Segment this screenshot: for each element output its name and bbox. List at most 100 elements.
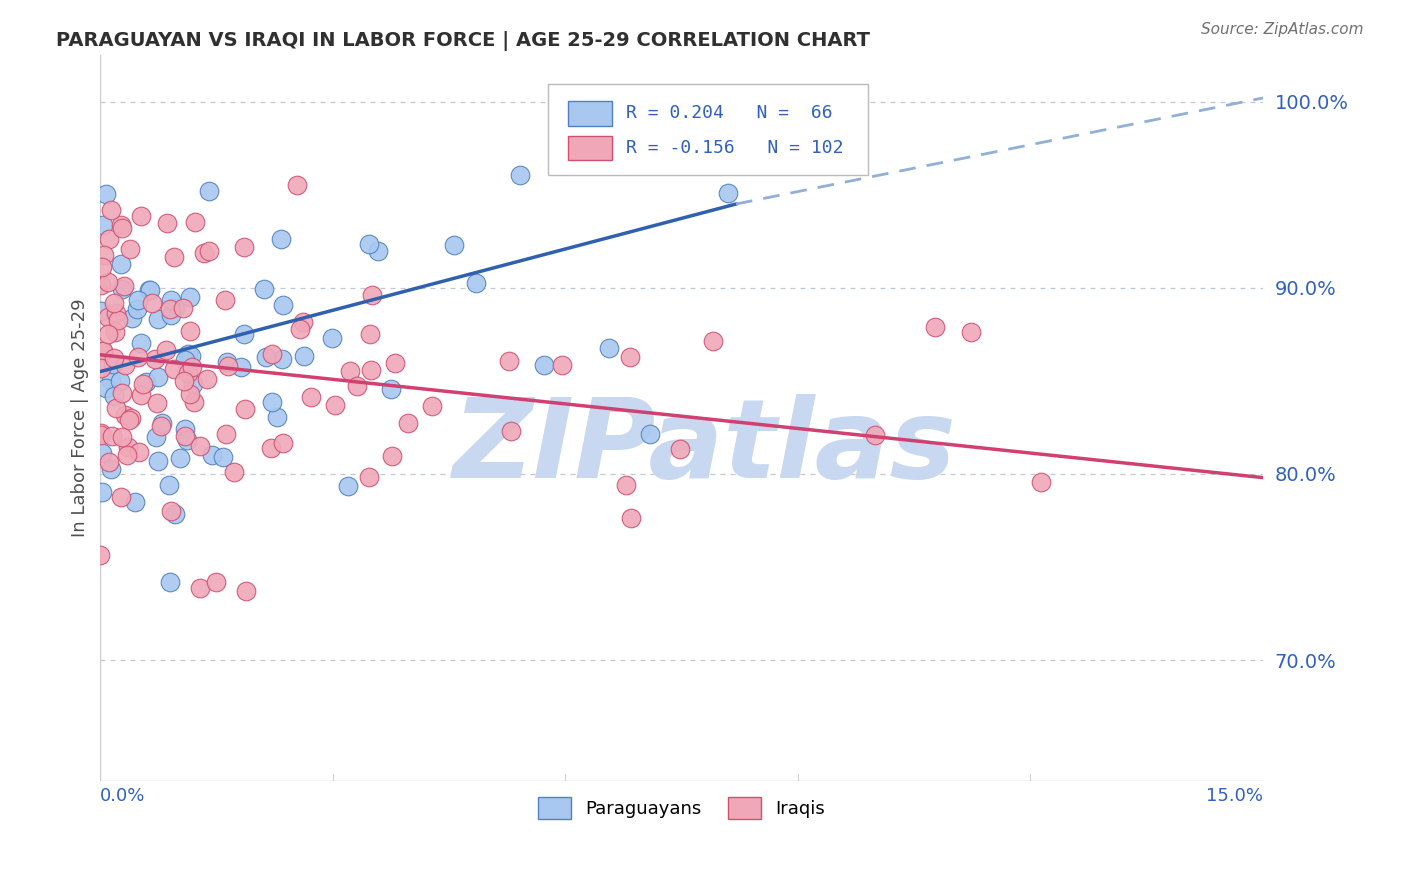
Point (114, 358, 136, 372)
Point (367, 244, 389, 259)
Point (498, 354, 520, 368)
Point (155, 343, 177, 357)
Point (669, 442, 692, 456)
Point (165, 507, 187, 521)
Point (509, 168, 531, 182)
Point (127, 351, 149, 365)
Point (174, 422, 197, 436)
Point (260, 395, 283, 409)
Point (111, 430, 134, 444)
Point (924, 320, 946, 334)
Point (90, 304, 112, 318)
Point (214, 293, 236, 308)
Point (157, 478, 180, 492)
Point (138, 283, 160, 297)
Point (179, 324, 201, 338)
Point (1031, 475, 1053, 489)
Point (598, 342, 620, 356)
Text: R = -0.156   N = 102: R = -0.156 N = 102 (626, 139, 844, 157)
Point (254, 351, 277, 365)
Point (177, 346, 200, 360)
Point (163, 250, 186, 264)
Point (145, 430, 167, 444)
Point (533, 358, 555, 372)
Point (148, 311, 170, 326)
Point (90, 426, 112, 441)
Point (361, 287, 384, 301)
Point (176, 366, 198, 380)
Point (118, 243, 141, 257)
Point (620, 511, 643, 525)
Point (188, 439, 211, 453)
Point (159, 575, 181, 590)
Point (299, 390, 322, 404)
Point (112, 278, 135, 293)
Point (222, 465, 245, 479)
Point (90, 428, 112, 442)
Point (89, 548, 111, 562)
Point (198, 244, 221, 258)
Text: R = 0.204   N =  66: R = 0.204 N = 66 (626, 104, 832, 122)
Point (217, 359, 239, 373)
Point (235, 583, 257, 598)
Point (127, 293, 149, 308)
Point (235, 401, 257, 416)
Point (183, 215, 205, 229)
Point (103, 325, 125, 339)
Point (100, 373, 122, 387)
Point (103, 295, 125, 310)
Text: Source: ZipAtlas.com: Source: ZipAtlas.com (1201, 22, 1364, 37)
Point (173, 374, 195, 388)
Point (169, 450, 191, 465)
Point (215, 427, 238, 442)
Point (104, 401, 127, 415)
Point (614, 478, 637, 492)
Point (285, 178, 308, 192)
Text: 0.0%: 0.0% (100, 787, 146, 805)
Point (138, 283, 160, 297)
Point (91, 218, 114, 232)
Point (195, 372, 218, 386)
Point (253, 282, 276, 296)
Point (128, 445, 150, 459)
Text: ZIPatlas: ZIPatlas (453, 393, 957, 500)
Point (638, 427, 661, 442)
Point (339, 364, 361, 378)
Point (181, 377, 204, 392)
Point (865, 427, 887, 442)
Point (294, 349, 316, 363)
FancyBboxPatch shape (548, 84, 868, 175)
Point (91, 260, 114, 274)
Point (146, 453, 169, 467)
Point (205, 575, 228, 590)
Point (179, 349, 201, 363)
Point (93, 343, 115, 358)
Point (97, 326, 120, 341)
Point (135, 375, 157, 389)
Point (129, 388, 152, 402)
Point (111, 282, 134, 296)
Point (271, 435, 294, 450)
Point (107, 312, 129, 326)
Point (98, 232, 121, 246)
Point (179, 387, 201, 401)
Bar (568, 136, 612, 161)
Point (181, 360, 204, 375)
Point (233, 239, 256, 253)
Point (359, 326, 381, 341)
Point (90, 446, 112, 460)
Point (141, 296, 163, 310)
Point (174, 428, 197, 442)
Point (93, 248, 115, 262)
Point (420, 399, 443, 413)
Point (146, 369, 169, 384)
Point (233, 327, 256, 342)
Point (163, 362, 186, 376)
Point (160, 308, 183, 322)
Point (198, 184, 221, 198)
Point (143, 352, 166, 367)
Point (100, 462, 122, 476)
Point (121, 311, 143, 326)
Point (97, 455, 120, 469)
Point (270, 232, 292, 246)
